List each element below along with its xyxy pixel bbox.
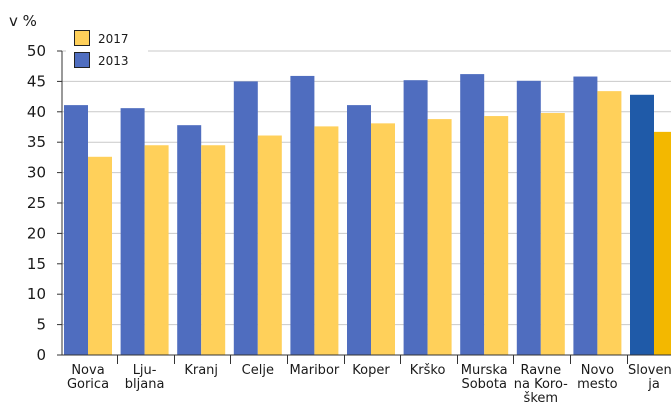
- category-label-line: Nova: [71, 363, 104, 378]
- bar-2017: [427, 119, 452, 355]
- bar-2013: [177, 125, 202, 356]
- y-tick-label: 20: [27, 224, 46, 242]
- bar-2013: [573, 76, 598, 355]
- category-label: Sloveni-ja: [628, 363, 671, 392]
- bar-2013: [120, 108, 145, 355]
- bar-2017: [540, 113, 565, 356]
- bar-2013: [460, 74, 485, 355]
- category-label-line: na Koro-: [514, 377, 568, 392]
- category-label: Murska Sobota: [461, 363, 508, 392]
- bar-2017: [144, 145, 169, 355]
- legend-swatch-2013: [74, 52, 90, 68]
- category-label-line: Lju-: [133, 363, 157, 378]
- y-tick-label: 15: [27, 255, 46, 273]
- y-axis-unit-label: v %: [9, 12, 37, 30]
- category-label-line: bljana: [125, 377, 165, 392]
- x-category-labels: Nova Gorica Lju-bljana Kranj Celje Maribor Kop…: [67, 363, 671, 406]
- legend: 2017 2013: [66, 27, 148, 73]
- legend-label-2013: 2013: [98, 54, 129, 68]
- category-label-line: Ravne: [520, 363, 561, 378]
- bar-2017: [371, 123, 395, 356]
- category-label-line: ja: [647, 377, 660, 392]
- category-label: Krško: [410, 363, 446, 378]
- category-label: Lju-bljana: [125, 363, 165, 392]
- legend-swatch-2017: [74, 30, 90, 46]
- y-tick-label: 30: [27, 164, 46, 182]
- y-tick-label: 45: [27, 72, 46, 90]
- category-label-line: Gorica: [67, 377, 109, 392]
- bar-2017: [201, 145, 226, 355]
- category-label-line: mesto: [577, 377, 618, 392]
- y-tick-label: 40: [27, 103, 46, 121]
- y-tick-label: 5: [36, 316, 46, 334]
- bar-2013: [630, 94, 654, 355]
- bar-2013: [64, 105, 88, 355]
- y-tick-label: 0: [36, 346, 46, 364]
- bar-2017: [314, 126, 339, 355]
- legend-label-2017: 2017: [98, 32, 129, 46]
- category-label: Kranj: [184, 363, 218, 378]
- category-label-line: Maribor: [290, 363, 340, 378]
- axes: [61, 51, 671, 364]
- category-label-line: Krško: [410, 363, 446, 378]
- category-label-line: Novo: [581, 363, 614, 378]
- category-label: Maribor: [290, 363, 340, 378]
- category-label: Novo mesto: [577, 363, 618, 392]
- category-label: Nova Gorica: [67, 363, 109, 392]
- bar-2017: [654, 131, 671, 355]
- bar-2017: [257, 135, 282, 355]
- bar-2013: [516, 80, 541, 356]
- category-label-line: Murska: [461, 363, 508, 378]
- y-tick-label: 25: [27, 194, 46, 212]
- bar-2017: [484, 116, 509, 355]
- category-label-line: Kranj: [184, 363, 218, 378]
- bar-2013: [347, 105, 371, 355]
- bar-2013: [290, 75, 315, 355]
- category-label-line: škem: [524, 391, 559, 406]
- bars: [64, 74, 671, 356]
- category-label: Celje: [242, 363, 274, 378]
- bar-2013: [233, 81, 258, 356]
- bar-2013: [403, 80, 428, 356]
- category-label-line: Koper: [352, 363, 390, 378]
- category-label: Ravne na Koro-škem: [514, 363, 568, 406]
- category-label: Koper: [352, 363, 390, 378]
- category-label-line: Celje: [242, 363, 274, 378]
- category-label-line: Sobota: [461, 377, 506, 392]
- y-tick-label: 50: [27, 42, 46, 60]
- y-tick-label: 10: [27, 285, 46, 303]
- y-tick-label: 35: [27, 133, 46, 151]
- bar-2017: [597, 91, 622, 356]
- category-label-line: Sloveni-: [628, 363, 671, 378]
- bar-2017: [88, 156, 112, 355]
- y-tick-labels: 0 5 10 15 20 25 30 35 40 45 50: [27, 42, 46, 364]
